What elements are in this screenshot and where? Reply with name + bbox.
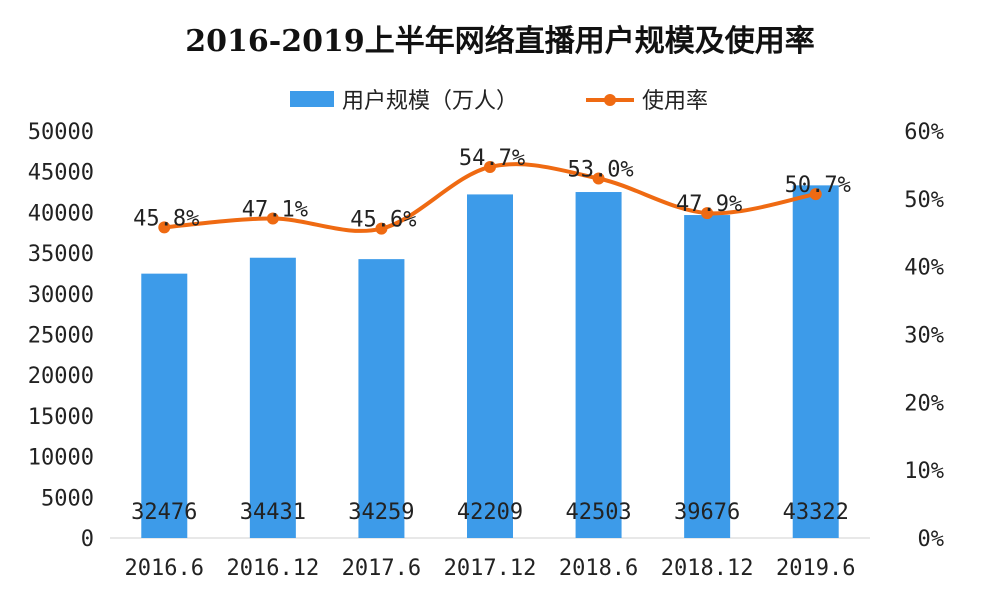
bar <box>249 257 296 538</box>
rate-point <box>375 222 388 235</box>
rate-value-label: 47.9% <box>676 192 742 217</box>
bar-value-label: 42209 <box>457 500 523 525</box>
right-axis-tick-label: 10% <box>904 459 944 484</box>
rate-value-label: 45.8% <box>133 206 199 231</box>
bar <box>684 215 731 538</box>
left-axis-tick-label: 30000 <box>28 283 94 308</box>
chart-title: 2016-2019上半年网络直播用户规模及使用率 <box>185 24 815 59</box>
rate-point <box>592 172 605 185</box>
left-axis-tick-label: 20000 <box>28 364 94 389</box>
bar-value-label: 43322 <box>783 500 849 525</box>
bar <box>467 194 513 538</box>
left-axis-tick-label: 45000 <box>28 161 94 186</box>
rate-value-label: 53.0% <box>567 157 633 182</box>
left-axis-tick-label: 0 <box>81 527 94 552</box>
bar-value-label: 34431 <box>240 500 306 525</box>
rate-point <box>266 212 279 225</box>
right-axis-tick-label: 20% <box>904 391 944 416</box>
line-swatch-icon <box>586 89 634 109</box>
legend: 用户规模（万人） 使用率 <box>0 82 1000 116</box>
left-axis-tick-label: 50000 <box>28 120 94 145</box>
left-axis-tick-label: 15000 <box>28 405 94 430</box>
bar-swatch-icon <box>290 91 334 107</box>
bar <box>141 273 188 538</box>
rate-point <box>701 207 714 220</box>
rate-value-label: 47.1% <box>242 198 308 223</box>
bar-value-label: 39676 <box>674 500 740 525</box>
rate-value-label: 50.7% <box>785 173 851 198</box>
x-axis-tick-label: 2017.12 <box>444 556 537 581</box>
x-axis-tick-label: 2017.6 <box>342 556 421 581</box>
bar <box>358 259 405 538</box>
left-axis-tick-label: 25000 <box>28 324 94 349</box>
rate-value-label: 54.7% <box>459 146 525 171</box>
rate-point <box>809 188 822 201</box>
x-axis-tick-label: 2016.6 <box>125 556 204 581</box>
x-axis-tick-label: 2016.12 <box>226 556 319 581</box>
bar <box>792 185 839 538</box>
left-axis-tick-label: 10000 <box>28 446 94 471</box>
rate-point <box>484 160 496 173</box>
right-axis-tick-label: 40% <box>904 256 944 281</box>
legend-label-rate: 使用率 <box>642 89 709 114</box>
left-axis-tick-label: 40000 <box>28 201 94 226</box>
legend-label-users: 用户规模（万人） <box>342 89 519 114</box>
bar <box>575 192 622 538</box>
bar-value-label: 34259 <box>348 500 414 525</box>
left-axis-tick-label: 35000 <box>28 242 94 267</box>
x-axis-tick-label: 2019.6 <box>776 556 855 581</box>
rate-point <box>158 221 171 234</box>
right-axis-tick-label: 50% <box>904 188 944 213</box>
rate-value-label: 45.6% <box>350 208 416 233</box>
x-axis-tick-label: 2018.6 <box>559 556 638 581</box>
left-axis-tick-label: 5000 <box>41 486 94 511</box>
right-axis-tick-label: 30% <box>904 324 944 349</box>
right-axis-tick-label: 0% <box>918 527 945 552</box>
bar-value-label: 32476 <box>131 500 197 525</box>
bar-value-label: 42503 <box>565 500 631 525</box>
legend-item-users: 用户规模（万人） <box>290 82 518 116</box>
right-axis-tick-label: 60% <box>904 120 944 145</box>
legend-item-rate: 使用率 <box>586 82 708 116</box>
x-axis-tick-label: 2018.12 <box>661 556 754 581</box>
